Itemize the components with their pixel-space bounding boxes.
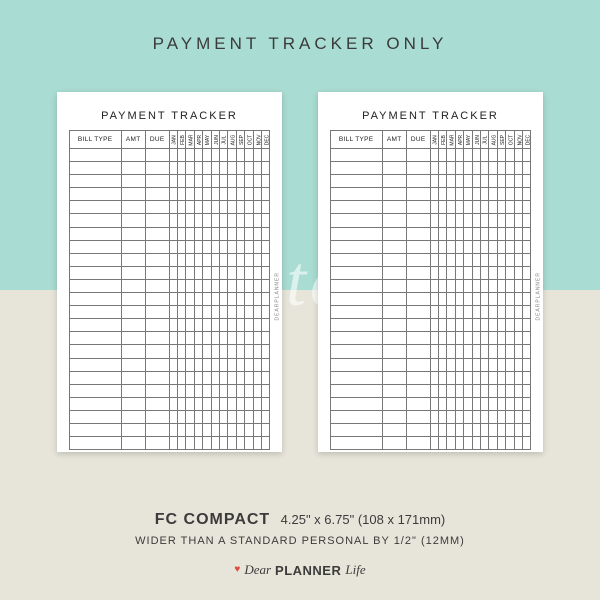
table-row: [330, 149, 531, 162]
table-row: [330, 227, 531, 240]
table-row: [330, 306, 531, 319]
table-row: [330, 266, 531, 279]
table-row: [330, 345, 531, 358]
table-row: [69, 293, 270, 306]
sheet-side-label: DEARPLANNER: [536, 272, 542, 321]
col-month-nov: NOV: [253, 131, 261, 149]
size-name: FC COMPACT: [155, 511, 270, 528]
col-month-mar: MAR: [447, 131, 455, 149]
col-month-mar: MAR: [186, 131, 194, 149]
col-month-jan: JAN: [169, 131, 177, 149]
table-row: [69, 332, 270, 345]
table-row: [69, 306, 270, 319]
table-row: [69, 201, 270, 214]
tracker-table: BILL TYPEAMTDUEJANFEBMARAPRMAYJUNJULAUGS…: [330, 130, 532, 450]
col-month-feb: FEB: [178, 131, 186, 149]
table-row: [69, 358, 270, 371]
col-month-aug: AUG: [228, 131, 236, 149]
table-row: [330, 214, 531, 227]
sheet-title: PAYMENT TRACKER: [101, 110, 238, 122]
col-month-sep: SEP: [236, 131, 244, 149]
table-row: [69, 423, 270, 436]
table-row: [330, 397, 531, 410]
table-row: [330, 319, 531, 332]
table-row: [69, 266, 270, 279]
page-title: PAYMENT TRACKER ONLY: [0, 34, 600, 54]
table-row: [330, 384, 531, 397]
tracker-sheet-right: PAYMENT TRACKERBILL TYPEAMTDUEJANFEBMARA…: [318, 92, 543, 452]
table-row: [69, 319, 270, 332]
footer-block: FC COMPACT 4.25" x 6.75" (108 x 171mm) W…: [0, 511, 600, 578]
brand-mark: ♥ Dear PLANNER Life: [234, 562, 365, 578]
size-line: FC COMPACT 4.25" x 6.75" (108 x 171mm): [0, 511, 600, 529]
col-month-jun: JUN: [211, 131, 219, 149]
heart-icon: ♥: [234, 565, 240, 575]
table-row: [69, 397, 270, 410]
table-row: [69, 149, 270, 162]
table-row: [330, 201, 531, 214]
table-row: [330, 410, 531, 423]
col-month-feb: FEB: [439, 131, 447, 149]
table-row: [69, 371, 270, 384]
table-row: [69, 175, 270, 188]
table-row: [69, 279, 270, 292]
col-month-oct: OCT: [245, 131, 253, 149]
col-month-apr: APR: [194, 131, 202, 149]
col-amt: AMT: [121, 131, 145, 149]
col-bill-type: BILL TYPE: [330, 131, 382, 149]
col-month-oct: OCT: [506, 131, 514, 149]
col-due: DUE: [406, 131, 430, 149]
table-row: [330, 279, 531, 292]
brand-word-planner: PLANNER: [275, 563, 341, 578]
col-month-dec: DEC: [522, 131, 530, 149]
table-row: [330, 240, 531, 253]
table-row: [330, 162, 531, 175]
table-row: [69, 253, 270, 266]
col-due: DUE: [145, 131, 169, 149]
tracker-table: BILL TYPEAMTDUEJANFEBMARAPRMAYJUNJULAUGS…: [69, 130, 271, 450]
table-row: [69, 227, 270, 240]
sheet-side-label: DEARPLANNER: [275, 272, 281, 321]
col-month-jun: JUN: [472, 131, 480, 149]
tracker-sheet-left: PAYMENT TRACKERBILL TYPEAMTDUEJANFEBMARA…: [57, 92, 282, 452]
table-row: [69, 214, 270, 227]
col-month-jul: JUL: [220, 131, 228, 149]
col-month-jan: JAN: [430, 131, 438, 149]
table-row: [69, 188, 270, 201]
table-row: [330, 437, 531, 450]
col-month-aug: AUG: [489, 131, 497, 149]
table-row: [330, 371, 531, 384]
table-row: [330, 423, 531, 436]
table-row: [330, 188, 531, 201]
table-row: [69, 437, 270, 450]
brand-word-dear: Dear: [244, 562, 271, 578]
col-bill-type: BILL TYPE: [69, 131, 121, 149]
table-row: [69, 162, 270, 175]
size-dimensions: 4.25" x 6.75" (108 x 171mm): [281, 512, 446, 527]
table-row: [330, 253, 531, 266]
table-row: [330, 358, 531, 371]
sheet-title: PAYMENT TRACKER: [362, 110, 499, 122]
table-row: [69, 384, 270, 397]
table-row: [69, 410, 270, 423]
size-note: WIDER THAN A STANDARD PERSONAL BY 1/2" (…: [0, 535, 600, 547]
brand-word-life: Life: [345, 562, 365, 578]
col-month-may: MAY: [203, 131, 211, 149]
col-month-dec: DEC: [261, 131, 269, 149]
table-row: [69, 240, 270, 253]
col-month-nov: NOV: [514, 131, 522, 149]
col-month-may: MAY: [464, 131, 472, 149]
table-row: [330, 332, 531, 345]
col-month-sep: SEP: [497, 131, 505, 149]
col-amt: AMT: [382, 131, 406, 149]
table-row: [330, 175, 531, 188]
table-row: [69, 345, 270, 358]
product-card: printable PAYMENT TRACKER ONLY PAYMENT T…: [0, 0, 600, 600]
sheet-pair: PAYMENT TRACKERBILL TYPEAMTDUEJANFEBMARA…: [0, 92, 600, 452]
table-row: [330, 293, 531, 306]
col-month-jul: JUL: [481, 131, 489, 149]
col-month-apr: APR: [455, 131, 463, 149]
